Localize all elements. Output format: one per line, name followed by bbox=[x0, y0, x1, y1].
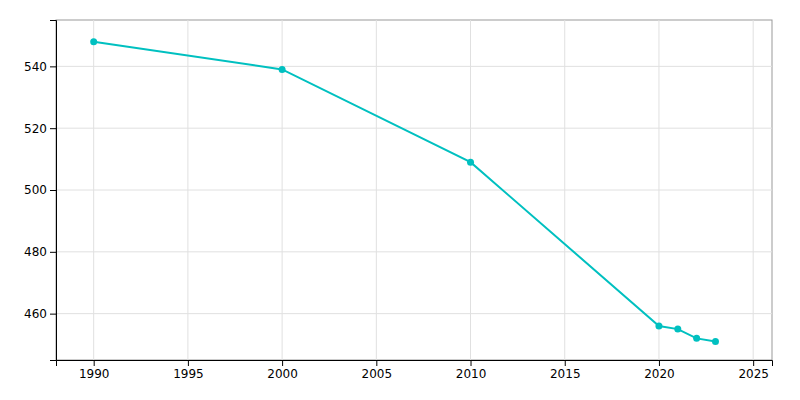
y-grid-line bbox=[56, 128, 772, 129]
x-tick-label: 2005 bbox=[362, 367, 393, 381]
y-tick-label: 460 bbox=[24, 307, 47, 321]
x-tick: 2000 bbox=[267, 360, 298, 381]
y-tick: 540 bbox=[24, 60, 56, 74]
x-tick-mark bbox=[188, 360, 189, 366]
x-tick-label: 2000 bbox=[267, 367, 298, 381]
y-tick-mark bbox=[50, 128, 56, 129]
x-tick: 2010 bbox=[456, 360, 487, 381]
y-tick-label: 540 bbox=[24, 60, 47, 74]
x-tick-mark bbox=[471, 360, 472, 366]
y-tick-mark bbox=[50, 66, 56, 67]
y-tick-label: 480 bbox=[24, 245, 47, 259]
y-grid-line bbox=[56, 66, 772, 67]
x-tick-label: 2020 bbox=[644, 367, 675, 381]
grid bbox=[56, 20, 772, 360]
point bbox=[693, 335, 700, 342]
y-axis-line bbox=[50, 21, 57, 361]
y-axis: 460 480 500 520 540 bbox=[24, 21, 56, 361]
y-tick-mark bbox=[50, 190, 56, 191]
y-grid-line bbox=[56, 190, 772, 191]
x-tick: 2015 bbox=[550, 360, 581, 381]
x-tick-mark bbox=[659, 360, 660, 366]
x-tick: 1990 bbox=[79, 360, 110, 381]
x-tick-mark bbox=[753, 360, 754, 366]
plot: 1990 1995 2000 2005 2010 2015 2020 2025 460 480 50… bbox=[24, 20, 772, 381]
y-tick-label: 500 bbox=[24, 183, 47, 197]
x-tick-mark bbox=[565, 360, 566, 366]
y-tick-mark bbox=[50, 252, 56, 253]
x-axis: 1990 1995 2000 2005 2010 2015 2020 2025 bbox=[57, 360, 773, 381]
point bbox=[712, 338, 719, 345]
line bbox=[94, 42, 716, 342]
plot-frame bbox=[56, 20, 772, 360]
x-tick-label: 2025 bbox=[738, 367, 769, 381]
y-tick-label: 520 bbox=[24, 122, 47, 136]
x-tick-label: 2010 bbox=[456, 367, 487, 381]
point bbox=[674, 326, 681, 333]
x-tick: 1995 bbox=[173, 360, 204, 381]
y-tick: 480 bbox=[24, 245, 56, 259]
marks bbox=[90, 38, 719, 345]
x-tick-mark bbox=[376, 360, 377, 366]
x-tick: 2020 bbox=[644, 360, 675, 381]
x-tick: 2005 bbox=[362, 360, 393, 381]
point bbox=[90, 38, 97, 45]
x-tick-mark bbox=[94, 360, 95, 366]
y-grid-line bbox=[56, 313, 772, 314]
chart: 1990 1995 2000 2005 2010 2015 2020 2025 460 480 50… bbox=[0, 0, 800, 400]
y-tick: 520 bbox=[24, 122, 56, 136]
x-tick-mark bbox=[282, 360, 283, 366]
x-tick-label: 1995 bbox=[173, 367, 204, 381]
point bbox=[655, 323, 662, 330]
y-tick-mark bbox=[50, 314, 56, 315]
x-tick: 2025 bbox=[738, 360, 769, 381]
y-tick: 500 bbox=[24, 183, 56, 197]
x-axis-line bbox=[57, 361, 773, 367]
point bbox=[279, 66, 286, 73]
x-tick-label: 2015 bbox=[550, 367, 581, 381]
point bbox=[467, 159, 474, 166]
y-grid-line bbox=[56, 251, 772, 252]
y-tick: 460 bbox=[24, 307, 56, 321]
x-tick-label: 1990 bbox=[79, 367, 110, 381]
